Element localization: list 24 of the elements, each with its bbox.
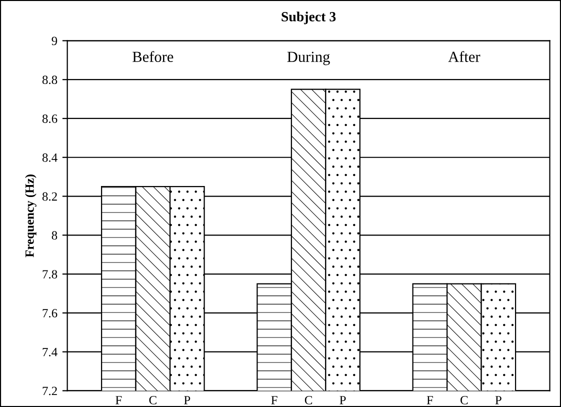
- text: F: [426, 396, 433, 404]
- x-tick-label: Before: [132, 51, 174, 62]
- text: P: [495, 396, 502, 404]
- y-tick-label: 8.4: [42, 153, 58, 162]
- y-tick-label: 8.8: [42, 76, 58, 84]
- y-tick-label: 7.2: [42, 386, 57, 396]
- chart-title: Subject 3: [282, 12, 336, 24]
- text: C: [460, 396, 468, 404]
- text: P: [340, 396, 346, 404]
- y-tick-label: 7.8: [42, 270, 58, 279]
- series-label: C: [149, 396, 156, 404]
- y-tick-label: 8.2: [42, 192, 57, 201]
- series-label: F: [116, 396, 122, 404]
- text: C: [304, 396, 312, 404]
- text: F: [271, 396, 278, 404]
- y-tick-label: 9: [52, 36, 58, 46]
- y-tick-label: 8.6: [42, 114, 58, 123]
- x-tick-label: During: [287, 52, 330, 66]
- series-label: P: [184, 396, 190, 404]
- y-tick-label: 7.4: [42, 348, 58, 356]
- x-tick-label: After: [448, 51, 480, 62]
- y-tick-label: 7.6: [42, 308, 58, 318]
- y-axis-title: Frequency (Hz): [25, 174, 36, 258]
- y-tick-label: 8: [52, 231, 58, 240]
